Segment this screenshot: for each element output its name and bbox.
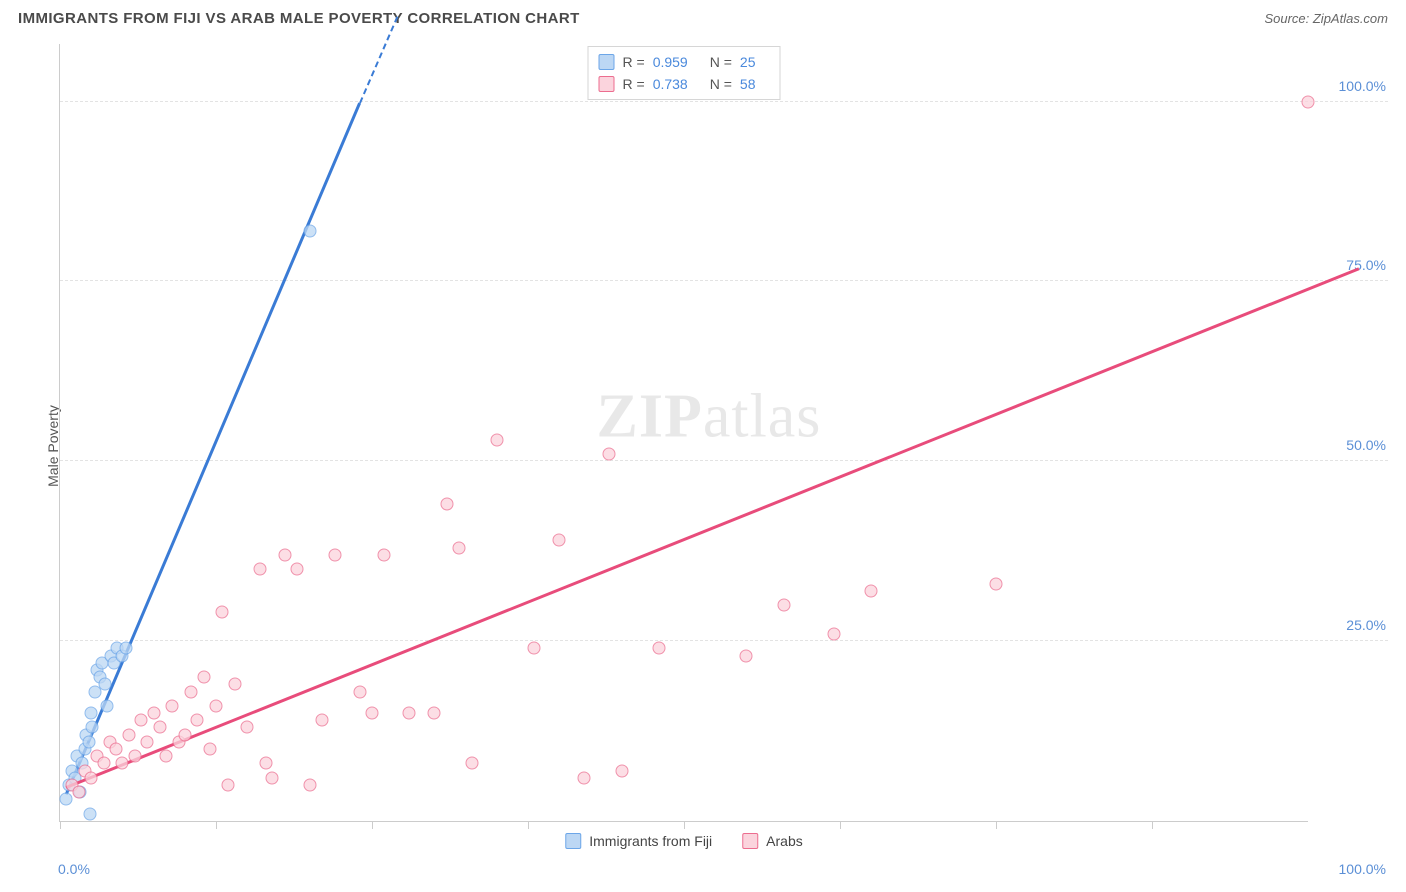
data-point [553, 534, 566, 547]
x-tick-label: 0.0% [58, 861, 90, 877]
plot-region: ZIPatlas R = 0.959N = 25R = 0.738N = 58 … [59, 44, 1308, 822]
data-point [366, 707, 379, 720]
data-point [86, 721, 99, 734]
source-attribution: Source: ZipAtlas.com [1264, 11, 1388, 26]
y-tick-label: 50.0% [1346, 437, 1386, 453]
data-point [615, 764, 628, 777]
data-point [328, 548, 341, 561]
data-point [291, 563, 304, 576]
data-point [603, 448, 616, 461]
data-point [147, 707, 160, 720]
x-tick [372, 821, 373, 829]
data-point [316, 714, 329, 727]
data-point [72, 786, 85, 799]
gridline [60, 640, 1388, 641]
data-point [253, 563, 266, 576]
data-point [85, 771, 98, 784]
chart-area: ZIPatlas R = 0.959N = 25R = 0.738N = 58 … [45, 44, 1388, 852]
x-tick-label: 100.0% [1339, 861, 1386, 877]
x-tick [216, 821, 217, 829]
chart-title: IMMIGRANTS FROM FIJI VS ARAB MALE POVERT… [18, 10, 580, 27]
data-point [178, 728, 191, 741]
data-point [578, 771, 591, 784]
legend-swatch [565, 833, 581, 849]
data-point [827, 627, 840, 640]
trend-line [66, 267, 1360, 788]
x-tick [528, 821, 529, 829]
legend-swatch [742, 833, 758, 849]
data-point [101, 699, 114, 712]
data-point [120, 642, 133, 655]
data-point [403, 707, 416, 720]
data-point [135, 714, 148, 727]
data-point [141, 735, 154, 748]
data-point [303, 225, 316, 238]
data-point [210, 699, 223, 712]
data-point [85, 707, 98, 720]
data-point [166, 699, 179, 712]
data-point [259, 757, 272, 770]
legend-label: Immigrants from Fiji [589, 833, 712, 849]
trend-line [65, 102, 361, 795]
data-point [122, 728, 135, 741]
data-point [83, 807, 96, 820]
data-point [110, 743, 123, 756]
legend-swatch [599, 76, 615, 92]
legend-stat-row: R = 0.738N = 58 [599, 73, 770, 95]
data-point [1302, 95, 1315, 108]
data-point [490, 433, 503, 446]
data-point [216, 606, 229, 619]
data-point [528, 642, 541, 655]
x-tick [840, 821, 841, 829]
x-tick [996, 821, 997, 829]
data-point [266, 771, 279, 784]
x-tick [684, 821, 685, 829]
data-point [865, 584, 878, 597]
y-tick-label: 25.0% [1346, 617, 1386, 633]
data-point [97, 757, 110, 770]
y-tick-label: 100.0% [1339, 78, 1386, 94]
data-point [378, 548, 391, 561]
data-point [990, 577, 1003, 590]
legend-item: Arabs [742, 833, 803, 849]
data-point [60, 793, 73, 806]
data-point [222, 779, 235, 792]
source-link[interactable]: ZipAtlas.com [1313, 11, 1388, 26]
data-point [82, 735, 95, 748]
data-point [453, 541, 466, 554]
data-point [465, 757, 478, 770]
gridline [60, 280, 1388, 281]
data-point [128, 750, 141, 763]
gridline [60, 101, 1388, 102]
watermark: ZIPatlas [596, 381, 821, 452]
data-point [98, 678, 111, 691]
x-tick [1152, 821, 1153, 829]
data-point [777, 599, 790, 612]
data-point [353, 685, 366, 698]
data-point [278, 548, 291, 561]
legend-item: Immigrants from Fiji [565, 833, 712, 849]
data-point [303, 779, 316, 792]
legend-label: Arabs [766, 833, 803, 849]
data-point [241, 721, 254, 734]
data-point [203, 743, 216, 756]
data-point [740, 649, 753, 662]
x-tick [60, 821, 61, 829]
data-point [653, 642, 666, 655]
legend-stat-row: R = 0.959N = 25 [599, 51, 770, 73]
correlation-legend: R = 0.959N = 25R = 0.738N = 58 [588, 46, 781, 100]
legend-swatch [599, 54, 615, 70]
data-point [185, 685, 198, 698]
series-legend: Immigrants from Fiji Arabs [565, 833, 802, 849]
data-point [153, 721, 166, 734]
data-point [428, 707, 441, 720]
data-point [197, 671, 210, 684]
data-point [440, 498, 453, 511]
data-point [116, 757, 129, 770]
data-point [228, 678, 241, 691]
data-point [191, 714, 204, 727]
gridline [60, 460, 1388, 461]
data-point [160, 750, 173, 763]
